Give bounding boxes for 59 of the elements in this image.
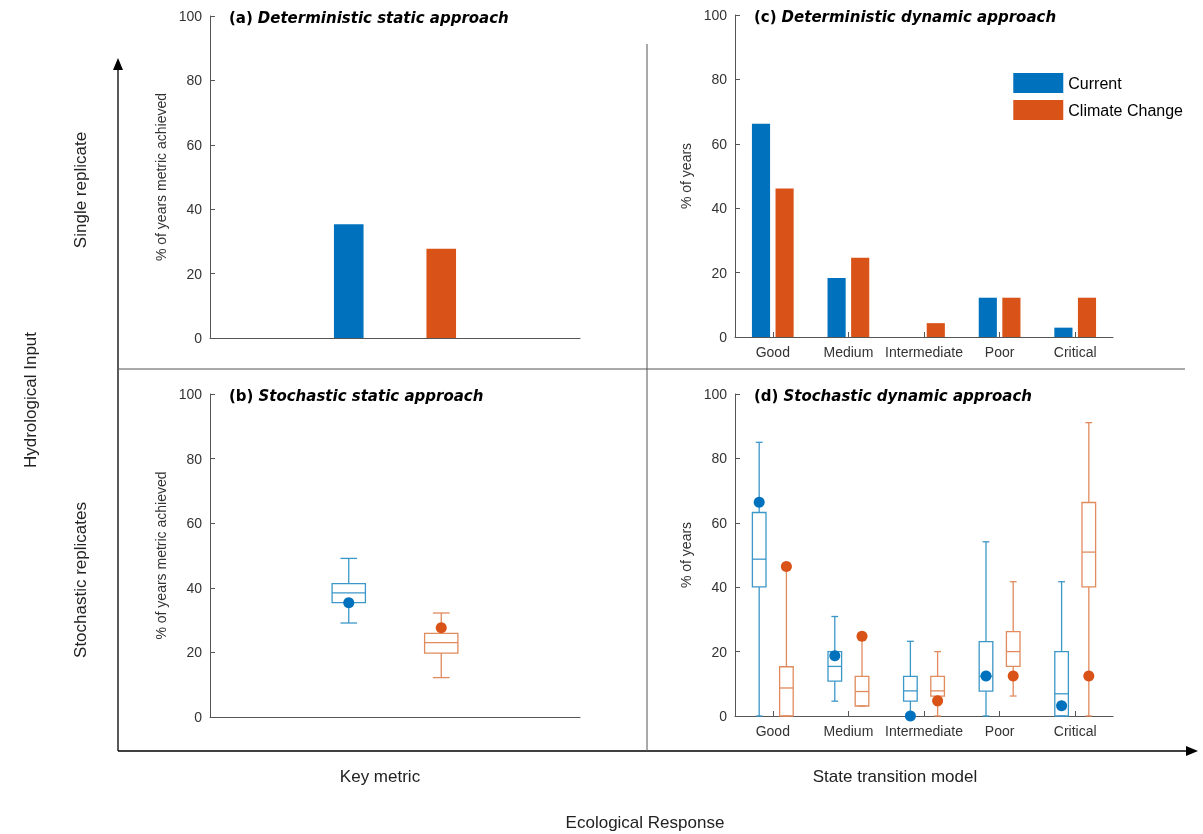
text: Stochastic replicates — [71, 502, 91, 658]
chart-title: (a) Deterministic static approach — [229, 9, 509, 27]
y-axis-title: % of years metric achieved — [152, 471, 169, 640]
x-tick-label: Intermediate — [885, 723, 964, 739]
y-tick-label: 40 — [711, 200, 728, 217]
y-tick-label: 0 — [719, 708, 728, 724]
y-tick-label: 20 — [186, 644, 203, 661]
y-tick-label: 40 — [186, 201, 203, 218]
text: Ecological Response — [565, 813, 725, 833]
y-tick-label: 60 — [186, 515, 203, 532]
y-tick-label: 40 — [186, 579, 203, 596]
y-tick-label: 0 — [194, 330, 203, 346]
text: Key metric — [339, 767, 421, 787]
x-tick-label: Poor — [984, 344, 1015, 360]
y-tick-label: 60 — [711, 514, 728, 531]
bar — [751, 123, 771, 337]
y-tick-label: 0 — [719, 329, 728, 345]
y-axis-title: % of years metric achieved — [152, 92, 169, 262]
chart-title: (c) Deterministic dynamic approach — [754, 8, 1057, 26]
y-tick-label: 20 — [711, 264, 728, 281]
text: State transition model — [812, 767, 978, 787]
y-axis-title: % of years — [677, 521, 694, 589]
text: Single replicate — [71, 131, 91, 249]
y-tick-label: 80 — [186, 72, 203, 89]
bar — [978, 297, 997, 337]
legend-label: Climate Change — [1068, 101, 1184, 119]
y-tick-label: 60 — [186, 136, 203, 153]
y-tick-label: 80 — [711, 450, 728, 467]
y-tick-label: 80 — [186, 450, 203, 467]
bar — [926, 323, 945, 337]
chart-title: (b) Stochastic static approach — [229, 387, 484, 405]
y-tick-label: 0 — [194, 709, 203, 725]
x-tick-label: Critical — [1053, 344, 1097, 360]
x-tick-label: Medium — [823, 723, 874, 739]
y-tick-label: 40 — [711, 579, 728, 596]
bar — [851, 257, 870, 337]
y-tick-label: 100 — [178, 386, 203, 402]
y-tick-label: 100 — [703, 7, 728, 23]
y-tick-label: 80 — [711, 71, 728, 88]
y-axis-title: % of years — [677, 142, 694, 210]
y-tick-label: 100 — [178, 8, 203, 24]
x-tick-label: Poor — [984, 723, 1015, 739]
bar — [1002, 297, 1021, 337]
y-tick-label: 100 — [703, 386, 728, 402]
bar — [827, 278, 846, 337]
y-tick-label: 60 — [711, 135, 728, 152]
bar — [775, 188, 794, 337]
x-tick-label: Good — [755, 723, 790, 739]
y-tick-label: 20 — [186, 265, 203, 282]
x-tick-label: Intermediate — [885, 344, 964, 360]
text: Hydrological Input — [21, 331, 41, 469]
chart-title: (d) Stochastic dynamic approach — [754, 387, 1032, 405]
bar — [1054, 327, 1073, 337]
x-tick-label: Good — [755, 344, 790, 360]
x-tick-label: Medium — [823, 344, 874, 360]
legend-label: Current — [1068, 74, 1123, 92]
x-tick-label: Critical — [1053, 723, 1097, 739]
y-tick-label: 20 — [711, 643, 728, 660]
bar — [1077, 297, 1097, 337]
